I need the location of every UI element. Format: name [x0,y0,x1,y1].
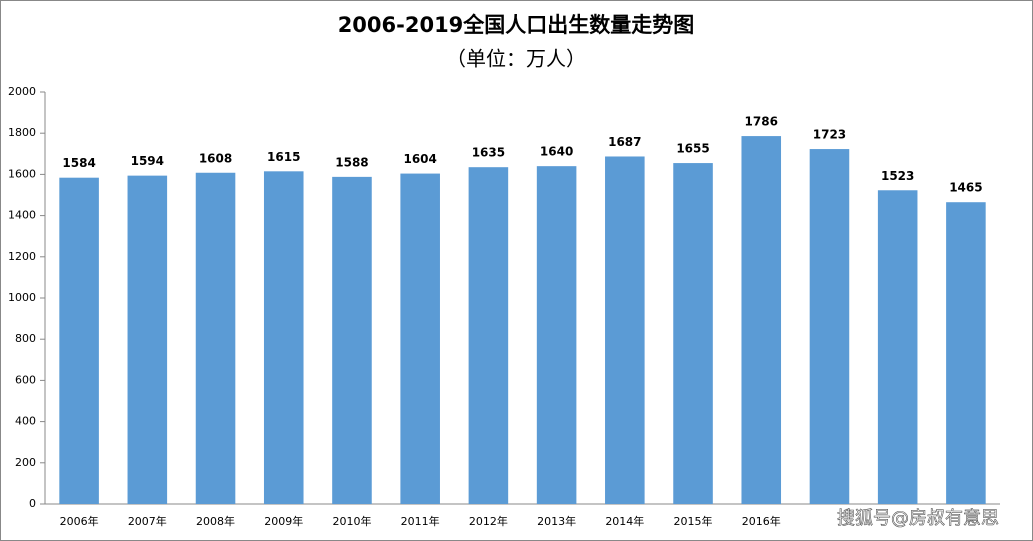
x-tick-label: 2006年 [60,514,99,528]
value-label: 1615 [267,150,300,164]
x-tick-label: 2015年 [674,514,713,528]
bar [59,177,99,505]
y-tick-label: 0 [29,497,36,510]
value-label: 1723 [813,128,846,142]
value-label: 1465 [949,181,982,195]
value-label: 1584 [62,156,95,170]
y-tick-label: 2000 [8,85,36,98]
x-tick-label: 2010年 [332,514,371,528]
x-tick-label: 2014年 [605,514,644,528]
x-tick-label: 2012年 [469,514,508,528]
y-tick-label: 1800 [8,126,36,139]
bar [468,167,509,504]
bar [332,176,372,504]
x-tick-label: 2013年 [537,514,576,528]
value-label: 1786 [745,115,778,129]
bar [809,149,850,504]
bar [605,156,645,504]
bar [741,136,782,505]
x-tick-label: 2016年 [742,514,781,528]
y-tick-label: 400 [15,415,36,428]
bar [536,166,577,504]
value-label: 1655 [676,142,709,156]
value-label: 1594 [131,154,164,168]
y-tick-label: 1000 [8,291,36,304]
value-label: 1640 [540,145,573,159]
bar [877,190,918,504]
bar [400,173,440,505]
value-label: 1687 [608,135,641,149]
x-tick-label: 2011年 [401,514,440,528]
x-tick-label: 2008年 [196,514,235,528]
y-tick-label: 1600 [8,167,36,180]
chart-subtitle: （单位：万人） [446,47,586,71]
bar [673,163,713,504]
y-tick-label: 200 [15,456,36,469]
y-tick-label: 1200 [8,250,36,263]
bar [127,175,168,505]
y-tick-label: 600 [15,373,36,386]
y-tick-label: 800 [15,332,36,345]
value-label: 1608 [199,151,232,165]
watermark: 搜狐号@房叔有意思 [837,508,999,529]
y-tick-label: 1400 [8,209,36,222]
bar [195,172,236,504]
value-label: 1523 [881,169,914,183]
chart-title: 2006-2019全国人口出生数量走势图 [338,13,695,37]
value-label: 1635 [472,146,505,160]
bar [946,202,986,504]
bar [263,171,304,504]
value-label: 1604 [403,152,436,166]
x-tick-label: 2009年 [264,514,303,528]
value-label: 1588 [335,155,368,169]
x-tick-label: 2007年 [128,514,167,528]
